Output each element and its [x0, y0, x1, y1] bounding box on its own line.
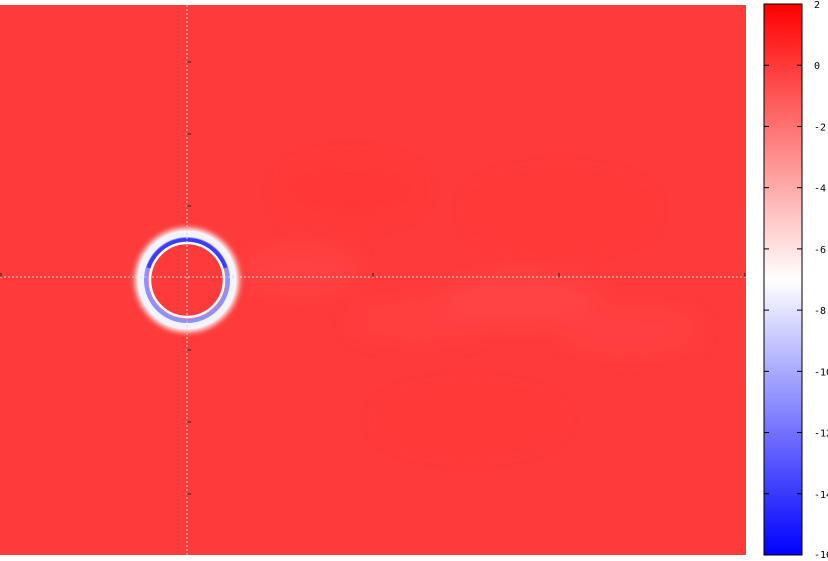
wake-texture: [240, 160, 700, 450]
wake-patch: [240, 245, 360, 295]
obstacle-ring: [135, 228, 239, 332]
colorbar-tick-label: -4: [814, 184, 826, 195]
wake-patch: [470, 175, 650, 245]
crosshair-ticks: [0, 61, 746, 495]
colorbar-tick-label: -14: [814, 490, 828, 501]
colorbar: 2 0 -2 -4 -6 -8 -10 -12 -14 -16: [763, 0, 828, 561]
wake-patch: [560, 304, 700, 356]
colorbar-tick-label: -12: [814, 429, 828, 440]
heatmap-field: [0, 5, 746, 555]
colorbar-tick-label: 0: [814, 61, 820, 72]
colorbar-tick-label: -10: [814, 367, 828, 378]
wake-patch: [380, 390, 560, 450]
field-background: [0, 5, 746, 555]
colorbar-tick-label: -8: [814, 306, 826, 317]
colorbar-tick-label: -6: [814, 245, 826, 256]
wake-patch: [280, 160, 420, 220]
colorbar-tick-label: -2: [814, 122, 826, 133]
colorbar-tick-label: 2: [814, 0, 820, 11]
obstacle-interior: [151, 244, 223, 316]
ring-blue-top: [146, 237, 228, 269]
colorbar-tick-label: -16: [814, 550, 828, 561]
colorbar-ticks: 2 0 -2 -4 -6 -8 -10 -12 -14 -16: [764, 0, 828, 561]
wake-patch: [440, 272, 600, 328]
colorbar-gradient: [763, 3, 803, 556]
